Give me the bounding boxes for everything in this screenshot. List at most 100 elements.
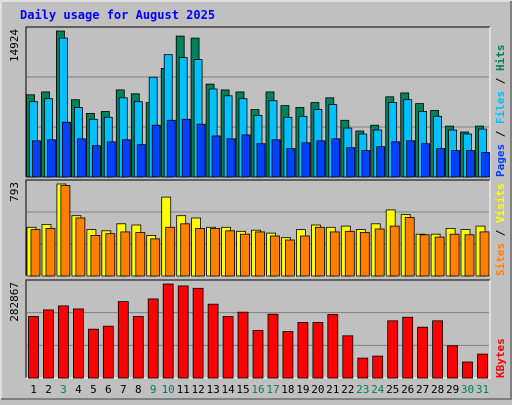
legend-item: KBytes [494,338,507,378]
legend-item: Files [494,91,507,124]
bar-pages [151,124,161,178]
bar-sites [135,232,146,277]
bar-kbytes [417,326,429,379]
bar-sites [449,233,460,277]
x-tick-label: 23 [356,383,369,396]
bar-pages [421,143,431,178]
y-max-label: 282867 [8,282,21,322]
bar-kbytes [357,357,369,379]
bar-sites [344,230,355,277]
bar-sites [374,228,385,277]
x-tick-label: 8 [135,383,142,396]
x-tick-label: 1 [30,383,37,396]
bar-kbytes [88,328,99,379]
bar-kbytes [432,320,444,379]
bar-pages [241,134,251,178]
x-tick-label: 14 [221,383,235,396]
bar-sites [90,234,101,277]
bar-kbytes [447,345,459,379]
panel-hits-files-pages: 14924 Pages / Files / Hits [8,26,507,178]
x-tick-label: 26 [401,383,414,396]
bar-kbytes [312,322,324,379]
chart-title: Daily usage for August 2025 [20,8,215,22]
bar-pages [391,141,401,178]
bar-sites [210,227,221,277]
bar-pages [301,142,311,178]
bar-kbytes [327,314,339,379]
bar-pages [181,118,191,178]
bar-kbytes [372,355,384,379]
bar-pages [196,123,206,178]
bar-kbytes [282,331,294,379]
x-tick-label: 29 [446,383,459,396]
bar-pages [286,148,296,178]
x-tick-label: 15 [236,383,249,396]
bar-pages [77,138,86,178]
bar-kbytes [58,305,69,379]
bar-pages [226,138,236,178]
x-tick-label: 4 [75,383,82,396]
bar-sites [120,231,131,277]
x-tick-label: 19 [296,383,309,396]
bar-pages [32,140,41,178]
bar-kbytes [267,313,279,379]
bar-sites [419,234,430,277]
bar-sites [165,226,176,277]
bar-pages [406,140,416,178]
bar-pages [271,139,281,178]
bar-pages [376,146,386,178]
x-tick-label: 6 [105,383,112,396]
bar-sites [479,231,490,277]
legend-item: Pages [494,144,507,177]
bar-pages [47,139,56,178]
x-tick-label: 20 [311,383,324,396]
bar-kbytes [117,301,129,379]
x-tick-label: 9 [150,383,157,396]
bar-sites [30,229,41,277]
bar-sites [359,232,370,277]
bar-pages [256,143,266,178]
bar-kbytes [28,316,39,379]
legend-item: Hits [494,45,507,72]
y-max-label: 793 [8,182,21,202]
bar-kbytes [102,325,114,379]
bar-kbytes [222,316,234,379]
x-tick-label: 7 [120,383,127,396]
bar-sites [464,234,475,277]
x-tick-label: 13 [206,383,219,396]
legend-item: / [494,124,507,144]
bar-kbytes [162,283,174,379]
bar-kbytes [342,335,354,379]
bar-sites [105,233,116,277]
x-tick-label: 21 [326,383,339,396]
bar-sites [270,235,280,277]
legend-kbytes: KBytes [494,338,507,378]
plot-border-dark [25,179,490,276]
bar-sites [45,227,56,277]
plot-border-dark [25,279,490,378]
bar-kbytes [297,322,309,379]
legend-item: / [494,71,507,91]
x-tick-label: 22 [341,383,354,396]
bar-pages [436,148,446,178]
plot-border-dark [25,26,490,177]
bar-pages [346,147,356,178]
bar-kbytes [132,316,144,379]
bar-kbytes [237,311,249,379]
bar-sites [240,233,250,277]
bar-pages [361,150,371,178]
bar-pages [166,119,176,178]
x-tick-label: 24 [371,383,385,396]
bar-sites [195,227,206,277]
bar-sites [60,185,71,277]
x-tick-label: 11 [177,383,190,396]
bar-sites [284,239,295,277]
bar-kbytes [462,361,473,379]
legend-hits-files-pages: Pages / Files / Hits [494,45,507,178]
bar-sites [314,226,325,277]
y-max-label: 14924 [8,29,21,62]
legend-visits-sites: Sites / Visits [494,183,507,276]
bar-kbytes [192,287,204,379]
